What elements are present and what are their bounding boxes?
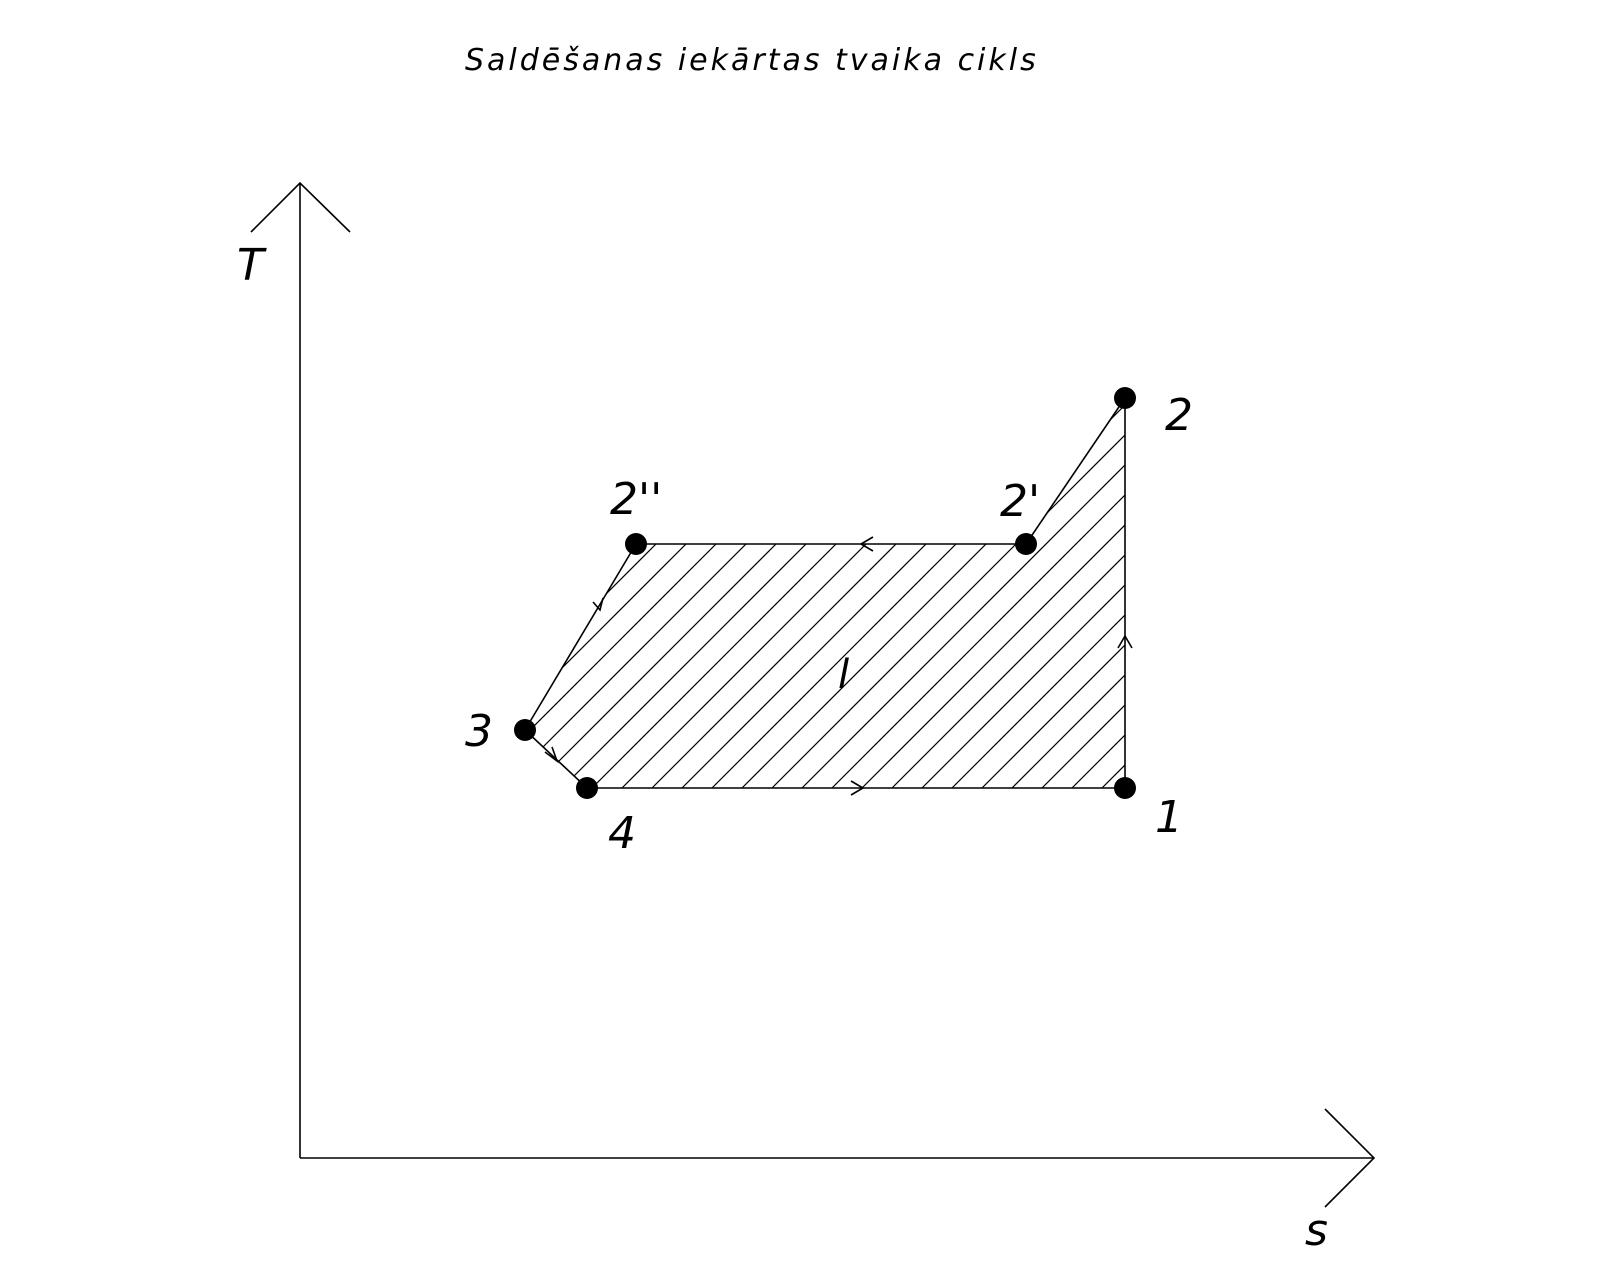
hatch-line [1019,398,1125,788]
point-2prime-label: 2' [1000,476,1040,527]
t-axis-arrowhead [250,181,351,233]
t-axis-label: T [237,240,267,291]
hatch-line [525,398,631,788]
hatch-line [629,398,1125,788]
s-axis-arrowhead [1324,1108,1376,1208]
point-2dprime-marker [625,533,647,555]
s-axis-label: s [1305,1205,1328,1256]
hatch-line [1140,300,1600,900]
point-4-label: 4 [608,808,636,859]
hatch-line [719,398,1125,788]
arrow-1-2 [1117,634,1133,649]
point-3-label: 3 [465,706,493,757]
arrow-2dprime-3 [592,597,604,612]
point-1-marker [1114,777,1136,799]
process-2-2prime [1025,397,1126,545]
diagram-title: Saldēšanas iekārtas tvaika cikls [465,43,1039,78]
hatch-line [689,398,1125,788]
point-1-label: 1 [1155,792,1183,843]
hatch-line [1200,300,1600,900]
arrow-2prime-2dprime [859,536,874,552]
cycle-area-hatching [525,300,1600,900]
hatch-line [1170,300,1600,900]
process-2dprime-3 [524,543,637,731]
arrow-3-4 [544,746,559,764]
hatch-line [525,398,661,788]
point-2-label: 2 [1165,390,1193,441]
hatch-line [659,398,1125,788]
cycle-area-label: l [838,652,849,698]
hatch-line [525,398,691,788]
arrow-4-1 [850,780,865,796]
point-2-marker [1114,387,1136,409]
point-3-marker [514,719,536,741]
hatch-line [779,398,1125,788]
point-4-marker [576,777,598,799]
hatch-line [749,398,1125,788]
point-2prime-marker [1015,533,1037,555]
point-2dprime-label: 2'' [610,474,662,525]
hatch-line [809,398,1125,788]
